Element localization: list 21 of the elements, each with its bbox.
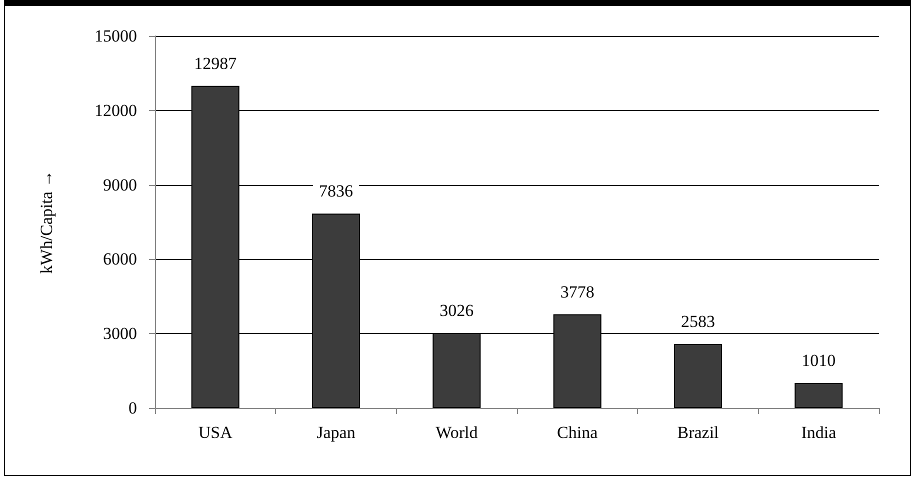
data-label: 7836 bbox=[319, 182, 353, 201]
y-axis-title: kWh/Capita → bbox=[37, 170, 56, 274]
x-tick-label: India bbox=[801, 423, 837, 442]
data-label: 1010 bbox=[802, 350, 836, 370]
y-tick-label: 12000 bbox=[94, 100, 137, 120]
x-tick-label: World bbox=[436, 423, 478, 442]
y-tick-label: 9000 bbox=[103, 175, 137, 194]
y-tick-label: 3000 bbox=[103, 324, 137, 344]
data-label: 3778 bbox=[560, 282, 594, 302]
x-tick-label: Brazil bbox=[677, 423, 720, 442]
x-tick-label: Japan bbox=[316, 423, 356, 442]
y-tick-label: 0 bbox=[128, 398, 137, 418]
data-label: 2583 bbox=[681, 312, 715, 331]
x-tick-label: China bbox=[557, 423, 598, 442]
y-tick-label: 15000 bbox=[94, 26, 137, 46]
bar bbox=[794, 382, 843, 408]
y-tick-label: 6000 bbox=[103, 250, 137, 269]
x-tick-label: USA bbox=[198, 423, 234, 442]
data-label: 3026 bbox=[440, 300, 474, 320]
data-label: 12987 bbox=[194, 54, 238, 73]
bar bbox=[674, 344, 722, 408]
